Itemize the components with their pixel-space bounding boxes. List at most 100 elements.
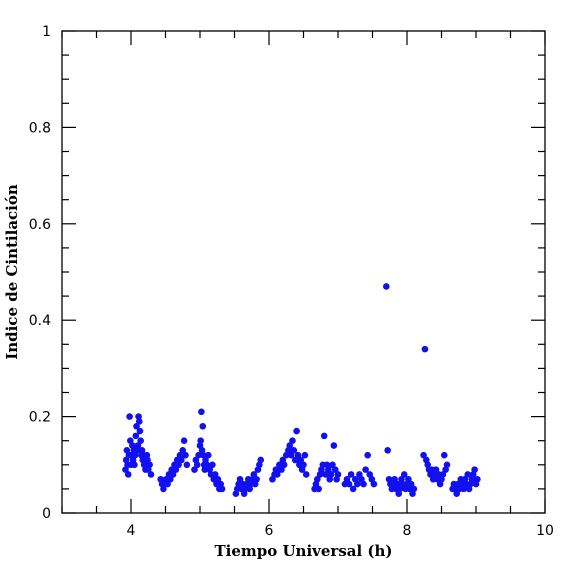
data-point xyxy=(391,475,398,483)
data-point xyxy=(464,471,472,478)
data-point xyxy=(131,461,138,469)
data-point xyxy=(286,442,294,449)
data-point xyxy=(360,480,367,488)
data-point xyxy=(290,447,298,454)
data-point xyxy=(322,471,329,478)
y-tick-label: 0.8 xyxy=(29,120,51,136)
x-tick-label: 8 xyxy=(403,523,412,539)
data-point xyxy=(147,471,155,478)
data-point xyxy=(329,461,336,469)
data-point xyxy=(209,461,216,469)
y-tick-label: 0.2 xyxy=(29,410,51,426)
data-point xyxy=(135,413,142,420)
data-point xyxy=(280,461,288,469)
y-tick-label: 0 xyxy=(42,506,51,522)
plot-frame xyxy=(61,30,546,514)
data-point xyxy=(443,461,451,469)
data-point xyxy=(349,485,357,493)
data-point xyxy=(400,471,408,478)
y-tick-label: 0.6 xyxy=(29,217,51,233)
data-point xyxy=(124,471,132,478)
data-point xyxy=(354,480,361,488)
data-point xyxy=(405,475,412,483)
data-point xyxy=(347,471,355,478)
y-tick-label: 1 xyxy=(42,24,51,40)
data-point xyxy=(143,451,151,459)
data-point xyxy=(421,345,429,353)
data-point xyxy=(175,461,182,469)
data-point xyxy=(364,451,371,459)
data-point xyxy=(211,471,219,478)
data-point xyxy=(293,427,300,435)
data-point xyxy=(178,456,185,464)
data-point xyxy=(297,456,305,464)
data-point xyxy=(320,432,328,440)
data-point xyxy=(315,485,322,493)
data-point xyxy=(198,408,205,416)
data-point xyxy=(203,461,211,469)
data-point xyxy=(370,480,378,488)
data-point xyxy=(169,471,177,478)
data-point xyxy=(146,461,153,469)
y-tick-label: 0.4 xyxy=(29,313,51,329)
data-point xyxy=(325,466,332,473)
data-point xyxy=(384,447,391,454)
x-tick-label: 4 xyxy=(127,523,136,539)
data-point xyxy=(193,461,201,469)
data-point xyxy=(136,427,144,435)
data-point xyxy=(300,461,307,469)
data-point xyxy=(167,475,174,483)
data-point xyxy=(287,451,295,459)
data-point xyxy=(440,451,448,459)
data-point xyxy=(126,413,133,420)
data-point xyxy=(330,442,338,449)
data-point xyxy=(204,451,212,459)
data-point xyxy=(301,451,309,459)
data-point xyxy=(172,466,180,473)
data-point xyxy=(394,480,401,488)
data-point xyxy=(135,418,143,425)
data-points xyxy=(122,283,481,498)
y-axis-title: Indice de Cintilación xyxy=(3,184,21,360)
data-point xyxy=(396,485,404,493)
data-point xyxy=(218,485,226,493)
data-point xyxy=(291,456,299,464)
data-point xyxy=(179,447,187,454)
data-point xyxy=(410,485,418,493)
x-axis-title: Tiempo Universal (h) xyxy=(214,542,392,560)
data-point xyxy=(133,447,141,454)
data-point xyxy=(236,475,244,483)
data-point xyxy=(214,475,222,483)
data-point xyxy=(180,437,188,445)
data-point xyxy=(133,422,140,430)
data-point xyxy=(420,451,427,459)
data-point xyxy=(132,432,140,440)
data-point xyxy=(253,475,260,483)
x-tick-label: 10 xyxy=(536,523,554,539)
data-point xyxy=(474,475,481,483)
data-point xyxy=(334,471,342,478)
data-point xyxy=(195,451,202,459)
data-point xyxy=(134,442,142,449)
data-point xyxy=(183,461,191,469)
data-point xyxy=(294,451,302,459)
data-point xyxy=(345,480,353,488)
data-point xyxy=(164,480,171,488)
data-point xyxy=(278,466,285,473)
data-point xyxy=(197,437,204,445)
data-point xyxy=(314,475,321,483)
y-tick-labels: 0 0.2 0.4 0.6 0.8 1 xyxy=(29,24,51,522)
data-point xyxy=(273,471,281,478)
data-point xyxy=(460,485,467,493)
data-point xyxy=(289,437,296,445)
data-point xyxy=(471,466,478,473)
x-tick-label: 6 xyxy=(265,523,274,539)
axis-ticks xyxy=(61,30,546,514)
data-point xyxy=(331,466,339,473)
x-tick-labels: 4 6 8 10 xyxy=(127,523,554,539)
data-point xyxy=(407,480,415,488)
data-point xyxy=(327,471,335,478)
data-point xyxy=(182,451,189,459)
data-point xyxy=(302,471,310,478)
